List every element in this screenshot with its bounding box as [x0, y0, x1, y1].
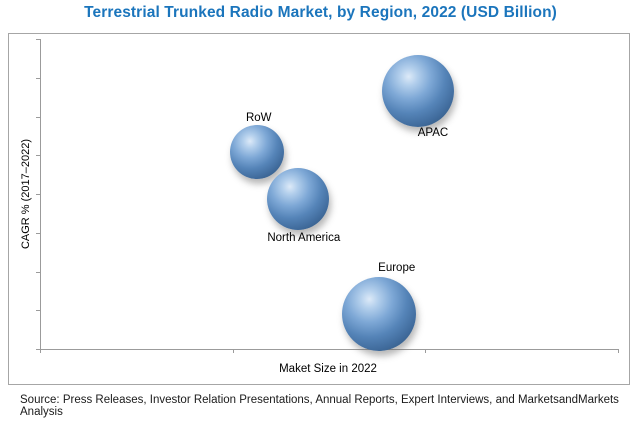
bubble-label-north-america: North America — [267, 231, 341, 244]
y-axis-tick — [36, 232, 40, 234]
y-axis-tick — [36, 155, 40, 157]
y-axis-tick — [36, 116, 40, 118]
y-axis-tick — [36, 349, 40, 350]
x-axis-tick — [618, 349, 619, 353]
y-axis-tick — [36, 39, 40, 40]
chart-frame: CAGR % (2017–2022) Maket Size in 2022 Ro… — [8, 33, 630, 385]
y-axis-tick — [36, 77, 40, 79]
y-axis-tick — [36, 310, 40, 312]
bubble-europe — [341, 276, 416, 351]
bubble-label-europe: Europe — [378, 261, 416, 274]
x-axis-tick — [40, 349, 41, 353]
bubble-label-row: RoW — [245, 112, 272, 125]
chart-title: Terrestrial Trunked Radio Market, by Reg… — [84, 4, 557, 21]
y-axis-tick — [36, 194, 40, 195]
x-axis-line — [40, 349, 619, 350]
x-axis-tick — [425, 349, 427, 353]
bubble-apac — [382, 55, 454, 128]
y-axis-title: CAGR % (2017–2022) — [20, 138, 32, 250]
bubble-north-america — [266, 167, 329, 230]
source-note: Source: Press Releases, Investor Relatio… — [20, 394, 619, 418]
x-axis-tick — [232, 349, 234, 353]
bubble-row — [229, 125, 284, 180]
x-axis-title: Maket Size in 2022 — [279, 363, 377, 375]
y-axis-line — [40, 39, 41, 349]
y-axis-tick — [36, 271, 40, 273]
bubble-label-apac: APAC — [417, 127, 449, 140]
